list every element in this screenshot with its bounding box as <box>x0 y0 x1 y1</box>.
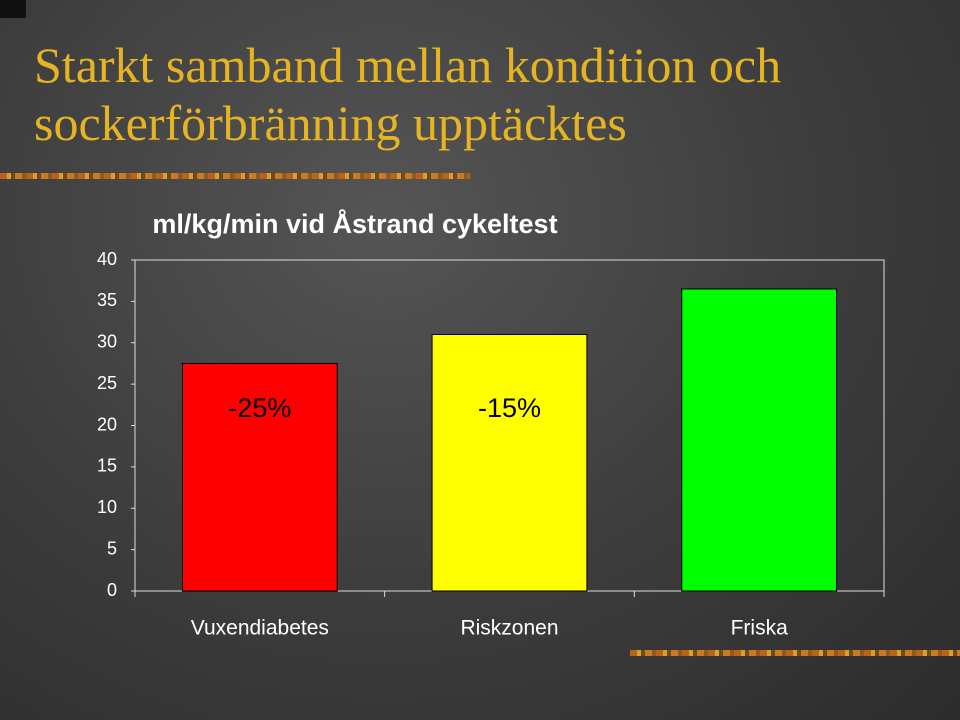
x-tick-label: Riskzonen <box>460 617 558 640</box>
x-tick-label: Vuxendiabetes <box>191 617 329 640</box>
y-tick-label: 25 <box>97 373 117 393</box>
decor-stripe <box>0 173 470 179</box>
x-tick-label: Friska <box>731 617 788 640</box>
y-tick-label: 15 <box>97 456 117 476</box>
decor-stripe <box>630 650 960 656</box>
bar-annotation: -15% <box>478 393 541 423</box>
y-tick-label: 30 <box>97 332 117 352</box>
bar <box>681 288 838 592</box>
y-tick-label: 10 <box>97 497 117 517</box>
corner-block <box>0 0 26 18</box>
slide-title: Starkt samband mellan kondition och sock… <box>34 37 782 151</box>
y-tick-label: 35 <box>97 290 117 310</box>
y-tick-label: 40 <box>97 249 117 269</box>
bar <box>181 362 338 592</box>
y-tick-label: 5 <box>107 538 117 558</box>
bar <box>431 333 588 592</box>
y-tick-label: 20 <box>97 414 117 434</box>
bar-annotation: -25% <box>228 393 291 423</box>
y-tick-label: 0 <box>107 580 117 600</box>
chart-title: ml/kg/min vid Åstrand cykeltest <box>152 208 557 239</box>
